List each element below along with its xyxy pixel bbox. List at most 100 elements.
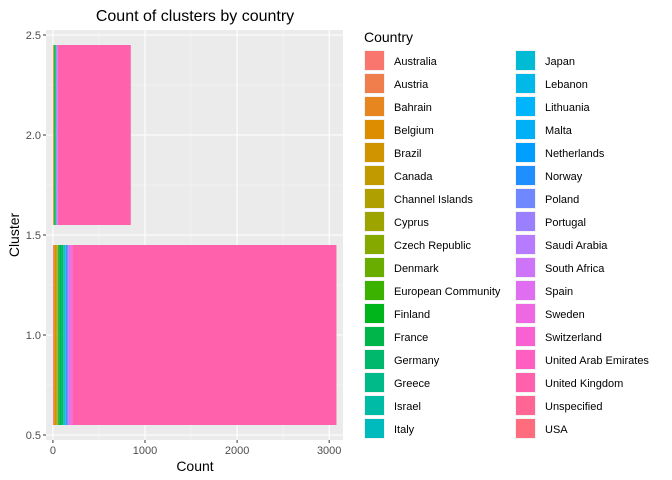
legend-swatch <box>516 281 535 300</box>
legend-item: Sweden <box>515 303 585 324</box>
legend-label: Poland <box>545 194 579 206</box>
legend-swatch <box>365 281 384 300</box>
legend-item: Canada <box>364 165 433 186</box>
legend-label: Lebanon <box>545 79 588 91</box>
legend-item: Japan <box>515 50 575 71</box>
legend-item: Malta <box>515 119 573 140</box>
x-tick-label: 0 <box>50 445 56 457</box>
legend-label: Australia <box>394 56 438 68</box>
legend-swatch <box>516 419 535 438</box>
legend-label: Spain <box>545 286 573 298</box>
chart-title: Count of clusters by country <box>96 8 294 25</box>
bar-marks <box>52 45 337 425</box>
legend-swatch <box>365 97 384 116</box>
legend-swatch <box>516 235 535 254</box>
legend-item: USA <box>515 418 568 439</box>
y-tick-label: 1.5 <box>26 230 41 242</box>
legend-item: Belgium <box>364 119 434 140</box>
legend-item: Czech Republic <box>364 234 472 255</box>
legend-swatch <box>365 212 384 231</box>
bar-segment-channel-islands <box>56 245 58 425</box>
bar-segment-united-kingdom <box>57 45 131 225</box>
legend-item: Unspecified <box>515 395 602 416</box>
legend-swatch <box>365 350 384 369</box>
legend-item: European Community <box>364 280 501 301</box>
bar-segment-germany <box>61 245 64 425</box>
y-tick-label: 0.5 <box>26 430 41 442</box>
legend-label: USA <box>545 424 568 436</box>
legend-label: France <box>394 332 428 344</box>
legend-swatch <box>365 189 384 208</box>
legend-label: Unspecified <box>545 401 602 413</box>
legend-item: Saudi Arabia <box>515 234 608 255</box>
legend-item: Australia <box>364 50 438 71</box>
legend-label: Bahrain <box>394 102 432 114</box>
legend-label: Portugal <box>545 217 586 229</box>
legend-item: Portugal <box>515 211 586 232</box>
legend-item: Lithuania <box>515 96 591 117</box>
legend-swatch <box>365 373 384 392</box>
legend-label: Lithuania <box>545 102 591 114</box>
legend-swatch <box>365 304 384 323</box>
y-tick-label: 2.0 <box>26 130 41 142</box>
legend-label: Greece <box>394 378 430 390</box>
y-tick-label: 1.0 <box>26 330 41 342</box>
bar-segment-belgium <box>54 245 57 425</box>
legend-swatch <box>365 327 384 346</box>
legend-swatch <box>365 120 384 139</box>
legend-label: Israel <box>394 401 421 413</box>
legend-item: United Arab Emirates <box>515 349 649 370</box>
bar-segment-germany <box>55 45 56 225</box>
bar-segment-norway <box>66 245 67 425</box>
x-tick-label: 2000 <box>225 445 249 457</box>
legend-item: South Africa <box>515 257 605 278</box>
legend-label: European Community <box>394 286 501 298</box>
legend-swatch <box>365 74 384 93</box>
x-tick-label: 1000 <box>133 445 157 457</box>
legend-label: United Arab Emirates <box>545 355 649 367</box>
bar-segment-france <box>59 245 62 425</box>
legend-label: Austria <box>394 79 429 91</box>
x-axis: 0 1000 2000 3000 <box>50 440 341 457</box>
bar-segment-united-kingdom <box>72 245 337 425</box>
legend-title: Country <box>364 29 413 45</box>
legend-item: Israel <box>364 395 421 416</box>
x-tick-label: 3000 <box>317 445 341 457</box>
x-axis-label: Count <box>176 458 213 474</box>
legend-swatch <box>516 120 535 139</box>
legend-item: Austria <box>364 73 429 94</box>
legend-label: South Africa <box>545 263 605 275</box>
legend-swatch <box>516 143 535 162</box>
legend-item: Finland <box>364 303 430 324</box>
legend-label: Switzerland <box>545 332 602 344</box>
legend-label: Netherlands <box>545 148 605 160</box>
legend-swatch <box>365 143 384 162</box>
legend-swatch <box>365 258 384 277</box>
legend-swatch <box>516 373 535 392</box>
legend-swatch <box>516 189 535 208</box>
legend-swatch <box>365 396 384 415</box>
legend-item: Poland <box>515 188 579 209</box>
legend-label: Sweden <box>545 309 585 321</box>
bar-segment-france <box>54 45 56 225</box>
legend-label: Norway <box>545 171 583 183</box>
legend-item: Brazil <box>364 142 422 163</box>
legend-label: Canada <box>394 171 433 183</box>
legend-label: Malta <box>545 125 573 137</box>
legend-item: Switzerland <box>515 326 602 347</box>
bar-segment-denmark <box>57 245 59 425</box>
legend-label: Denmark <box>394 263 439 275</box>
bar-segment-spain <box>68 245 71 425</box>
bar-segment-italy <box>63 245 65 425</box>
legend-swatch <box>516 396 535 415</box>
legend-swatch <box>516 327 535 346</box>
bar-segment-cyprus <box>57 245 58 425</box>
legend-swatch <box>516 212 535 231</box>
legend-swatch <box>365 235 384 254</box>
legend-label: Italy <box>394 424 415 436</box>
legend-label: Finland <box>394 309 430 321</box>
bar-segment-australia <box>52 245 54 425</box>
legend-label: Brazil <box>394 148 422 160</box>
bar-segment-switzerland <box>71 245 73 425</box>
